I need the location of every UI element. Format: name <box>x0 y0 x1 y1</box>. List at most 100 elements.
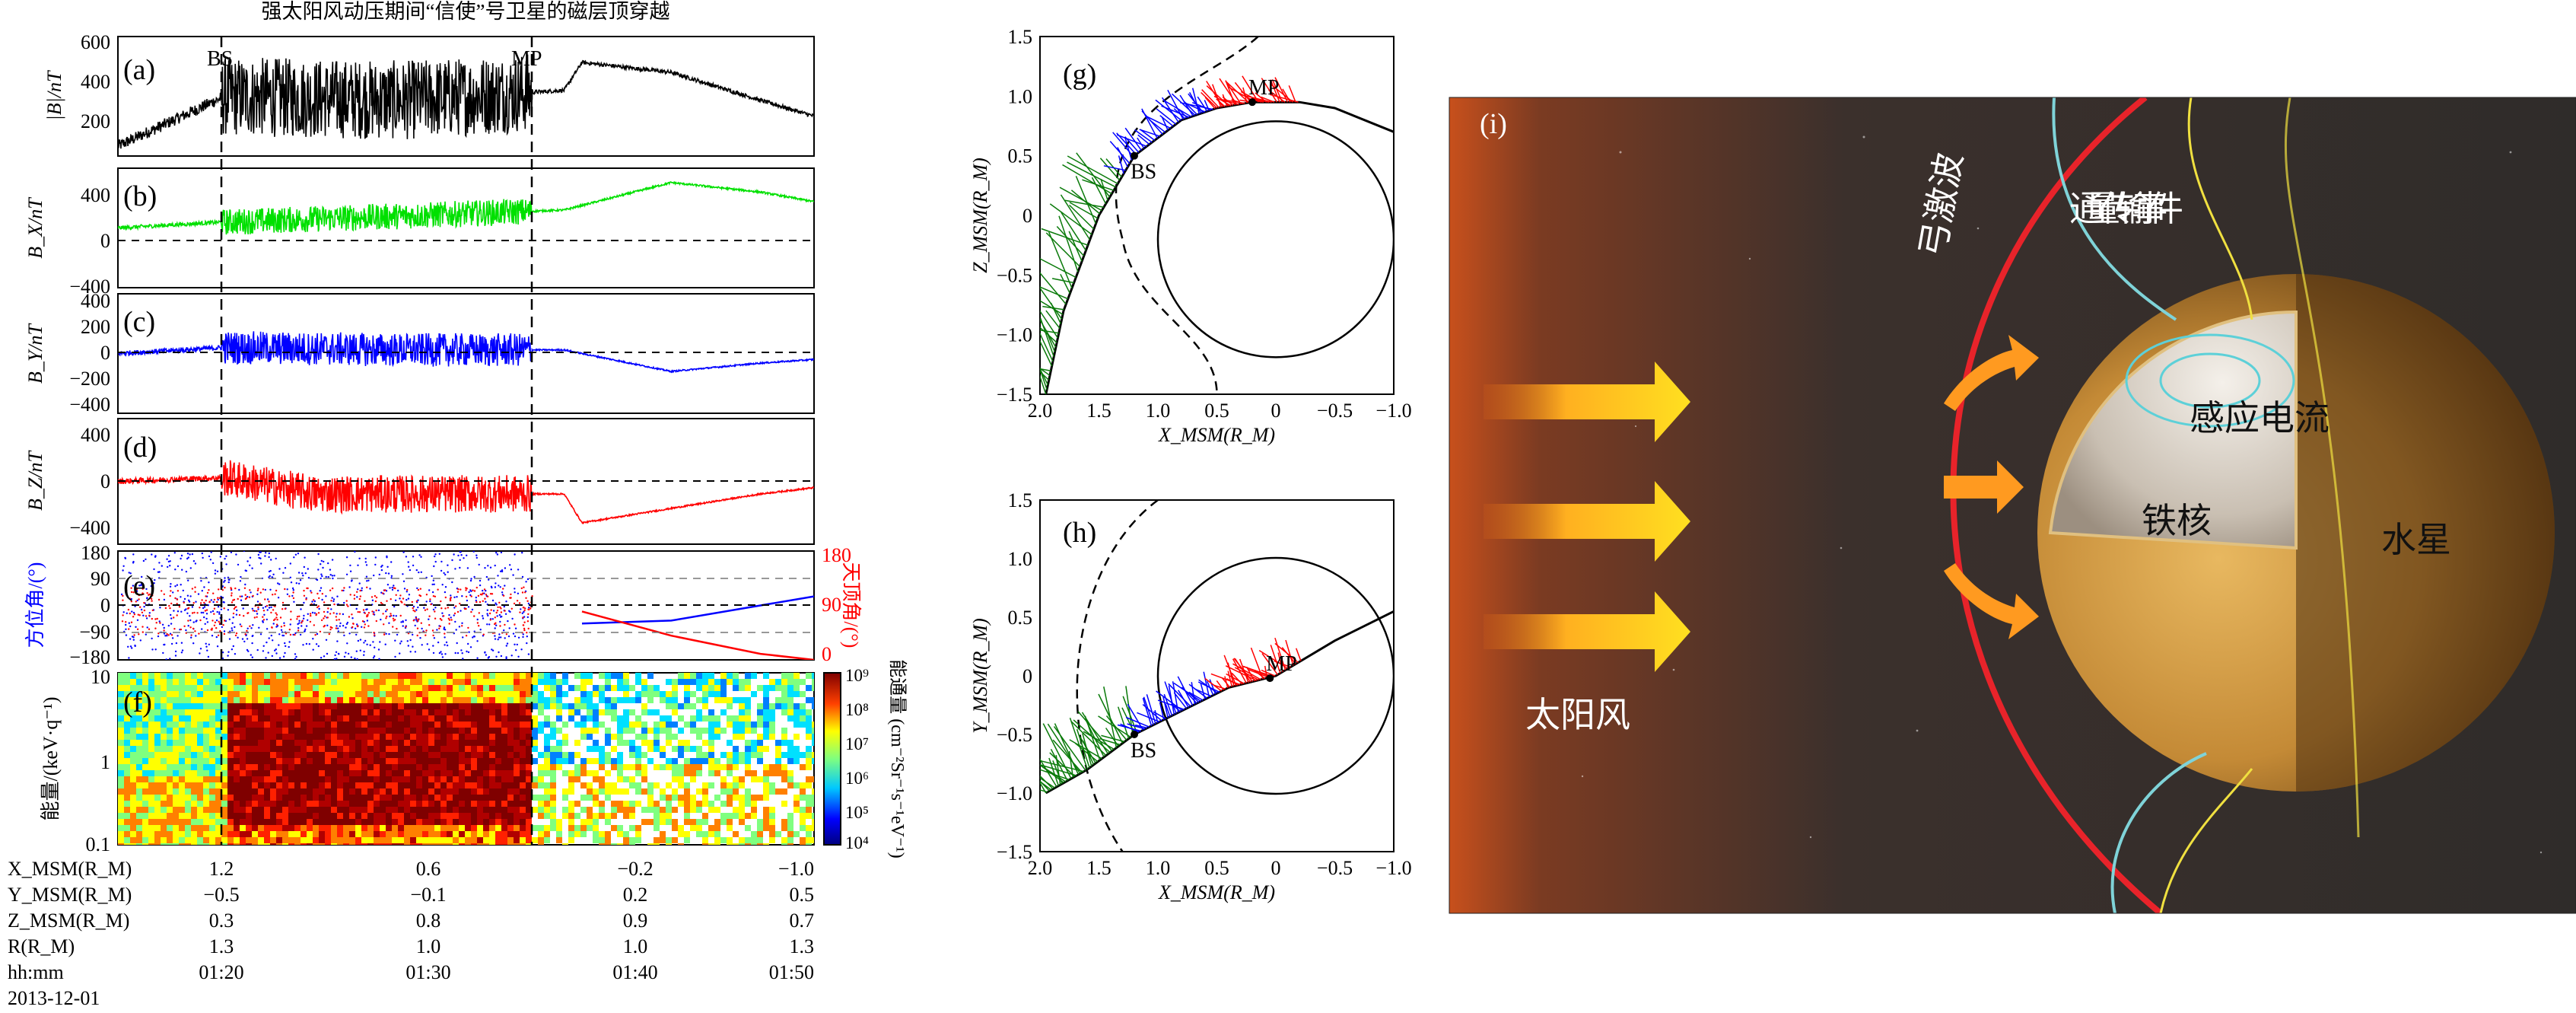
e-point-red <box>190 634 192 636</box>
heatmap-cell <box>654 807 660 813</box>
heatmap-cell <box>331 770 337 776</box>
e-point-blue <box>312 648 314 651</box>
heatmap-cell <box>209 734 215 740</box>
heatmap-cell <box>733 764 739 770</box>
e-point-blue <box>246 648 249 651</box>
e-point-blue <box>275 626 278 628</box>
heatmap-cell <box>234 782 240 788</box>
e-point-red <box>318 597 320 600</box>
e-point-blue <box>151 553 153 556</box>
e-point-red <box>518 602 521 604</box>
e-point-red <box>363 626 366 629</box>
heatmap-cell <box>605 831 611 837</box>
heatmap-cell <box>313 819 319 825</box>
d-ytick-400: 400 <box>81 424 110 446</box>
e-point-blue <box>359 639 362 641</box>
heatmap-cell <box>793 758 800 764</box>
heatmap-cell <box>727 837 733 843</box>
heatmap-cell <box>313 782 319 788</box>
e-point-blue <box>164 635 167 637</box>
heatmap-cell <box>276 679 282 685</box>
heatmap-cell <box>246 831 252 837</box>
e-point-red <box>279 616 282 619</box>
heatmap-cell <box>507 685 514 691</box>
heatmap-cell <box>313 752 319 758</box>
heatmap-cell <box>234 764 240 770</box>
heatmap-cell <box>167 752 173 758</box>
heatmap-cell <box>727 697 733 703</box>
heatmap-cell <box>727 819 733 825</box>
e-point-blue <box>336 658 338 660</box>
e-point-blue <box>266 598 269 600</box>
heatmap-cell <box>361 679 367 685</box>
heatmap-cell <box>398 837 404 843</box>
heatmap-cell <box>252 782 258 788</box>
heatmap-cell <box>416 758 422 764</box>
d-ytick-0: 0 <box>100 470 110 492</box>
heatmap-cell <box>453 685 459 691</box>
heatmap-cell <box>386 734 392 740</box>
heatmap-cell <box>173 697 179 703</box>
heatmap-cell <box>343 807 349 813</box>
heatmap-cell <box>501 831 507 837</box>
e-point-blue <box>264 588 266 591</box>
heatmap-cell <box>690 801 696 807</box>
heatmap-cell <box>270 673 276 679</box>
heatmap-cell <box>580 697 587 703</box>
heatmap-cell <box>641 722 647 728</box>
heatmap-cell <box>301 740 307 746</box>
heatmap-cell <box>142 740 148 746</box>
heatmap-cell <box>507 813 514 819</box>
e-point-red <box>465 595 468 598</box>
heatmap-cell <box>294 697 301 703</box>
heatmap-cell <box>696 685 702 691</box>
e-point-red <box>459 602 461 605</box>
heatmap-cell <box>215 722 221 728</box>
heatmap-cell <box>288 819 294 825</box>
e-point-red <box>205 599 207 602</box>
ytick-labels-right: 180 90 0 <box>822 544 851 665</box>
heatmap-cell <box>167 764 173 770</box>
heatmap-cell <box>495 776 501 782</box>
e-point-blue <box>478 563 480 566</box>
heatmap-cell <box>270 703 276 709</box>
e-point-blue <box>377 609 380 612</box>
heatmap-cell <box>587 734 593 740</box>
heatmap-cell <box>507 837 514 843</box>
e-point-blue <box>209 559 211 561</box>
label-iron-core: 铁核 <box>2142 502 2212 540</box>
heatmap-cell <box>751 831 757 837</box>
heatmap-cell <box>191 758 197 764</box>
heatmap-cell <box>398 746 404 752</box>
heatmap-cell <box>355 788 361 795</box>
e-point-blue <box>131 636 134 638</box>
e-point-blue <box>170 617 173 620</box>
heatmap-cell <box>227 758 234 764</box>
heatmap-cell <box>526 715 532 722</box>
heatmap-cell <box>240 770 246 776</box>
heatmap-cell <box>793 679 800 685</box>
e-point-blue <box>182 589 184 592</box>
heatmap-cell <box>708 807 714 813</box>
heatmap-cell <box>434 831 440 837</box>
field-vector <box>1194 688 1212 697</box>
heatmap-cell <box>179 722 185 728</box>
heatmap-cell <box>367 764 374 770</box>
heatmap-cell <box>118 843 124 845</box>
heatmap-cell <box>349 776 355 782</box>
e-point-blue <box>158 562 161 564</box>
e-point-red <box>524 591 526 594</box>
heatmap-cell <box>221 740 227 746</box>
heatmap-cell <box>313 697 319 703</box>
e-point-red <box>336 619 338 621</box>
heatmap-cell <box>349 764 355 770</box>
heatmap-cell <box>538 703 544 709</box>
e-point-blue <box>431 575 433 578</box>
heatmap-cell <box>288 758 294 764</box>
heatmap-cell <box>514 813 520 819</box>
heatmap-cell <box>191 734 197 740</box>
heatmap-cell <box>416 715 422 722</box>
e-point-red <box>164 607 167 610</box>
e-point-red <box>163 593 165 595</box>
heatmap-cell <box>532 795 538 801</box>
